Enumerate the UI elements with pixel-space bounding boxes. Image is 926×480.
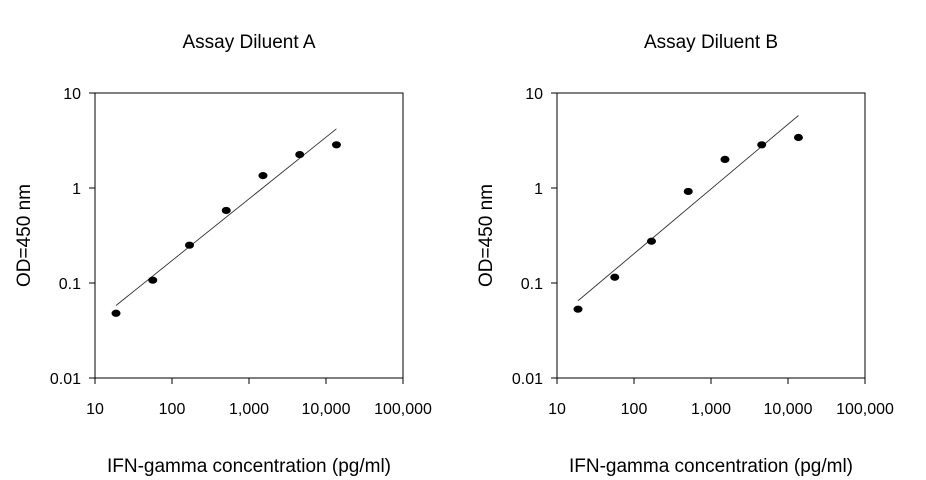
x-tick-label: 10,000 bbox=[302, 401, 351, 418]
data-point bbox=[646, 237, 656, 245]
fit-line bbox=[115, 128, 337, 306]
y-tick-label: 0.01 bbox=[50, 371, 81, 388]
y-tick-label: 10 bbox=[63, 86, 81, 103]
data-point bbox=[331, 141, 341, 149]
plot-frame bbox=[556, 92, 866, 379]
data-point bbox=[757, 141, 767, 149]
data-point bbox=[258, 172, 268, 180]
data-point bbox=[148, 276, 158, 284]
x-tick-label: 10,000 bbox=[764, 401, 813, 418]
chart-title: Assay Diluent A bbox=[182, 32, 315, 53]
chart-panel-b: Assay Diluent B 10 1 0.1 0.01 10 100 1,000 10,00… bbox=[476, 32, 894, 477]
x-tick-label: 100,000 bbox=[836, 401, 894, 418]
x-tick-label: 100,000 bbox=[374, 401, 432, 418]
data-point bbox=[184, 241, 194, 249]
y-tick-label: 0.1 bbox=[59, 276, 81, 293]
x-tick-label: 1,000 bbox=[229, 401, 269, 418]
y-tick-label: 0.01 bbox=[512, 371, 543, 388]
x-axis-label: IFN-gamma concentration (pg/ml) bbox=[107, 456, 391, 477]
chart-panel-a: Assay Diluent A 10 1 0.1 0.01 10 100 1,000 10,00… bbox=[14, 32, 432, 477]
plot-frame bbox=[94, 92, 404, 379]
data-point bbox=[573, 305, 583, 313]
data-point bbox=[720, 155, 730, 164]
x-tick-label: 10 bbox=[548, 401, 566, 418]
data-point bbox=[793, 133, 803, 142]
y-tick-label: 0.1 bbox=[521, 276, 543, 293]
y-tick-label: 1 bbox=[72, 181, 81, 198]
y-axis-label: OD=450 nm bbox=[476, 184, 497, 287]
data-point bbox=[295, 150, 305, 159]
x-tick-label: 1,000 bbox=[691, 401, 731, 418]
y-axis-label: OD=450 nm bbox=[14, 184, 35, 287]
chart-title: Assay Diluent B bbox=[644, 32, 778, 53]
x-tick-label: 100 bbox=[621, 401, 648, 418]
data-point bbox=[683, 187, 693, 196]
x-tick-label: 100 bbox=[159, 401, 186, 418]
y-tick-label: 1 bbox=[534, 181, 543, 198]
data-point bbox=[221, 206, 231, 215]
y-tick-label: 10 bbox=[525, 86, 543, 103]
x-axis-label: IFN-gamma concentration (pg/ml) bbox=[569, 456, 853, 477]
x-tick-label: 10 bbox=[86, 401, 104, 418]
data-point bbox=[610, 273, 620, 281]
data-point bbox=[111, 309, 121, 317]
